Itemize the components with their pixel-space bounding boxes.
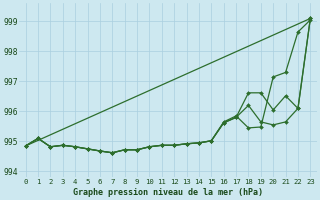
- X-axis label: Graphe pression niveau de la mer (hPa): Graphe pression niveau de la mer (hPa): [73, 188, 263, 197]
